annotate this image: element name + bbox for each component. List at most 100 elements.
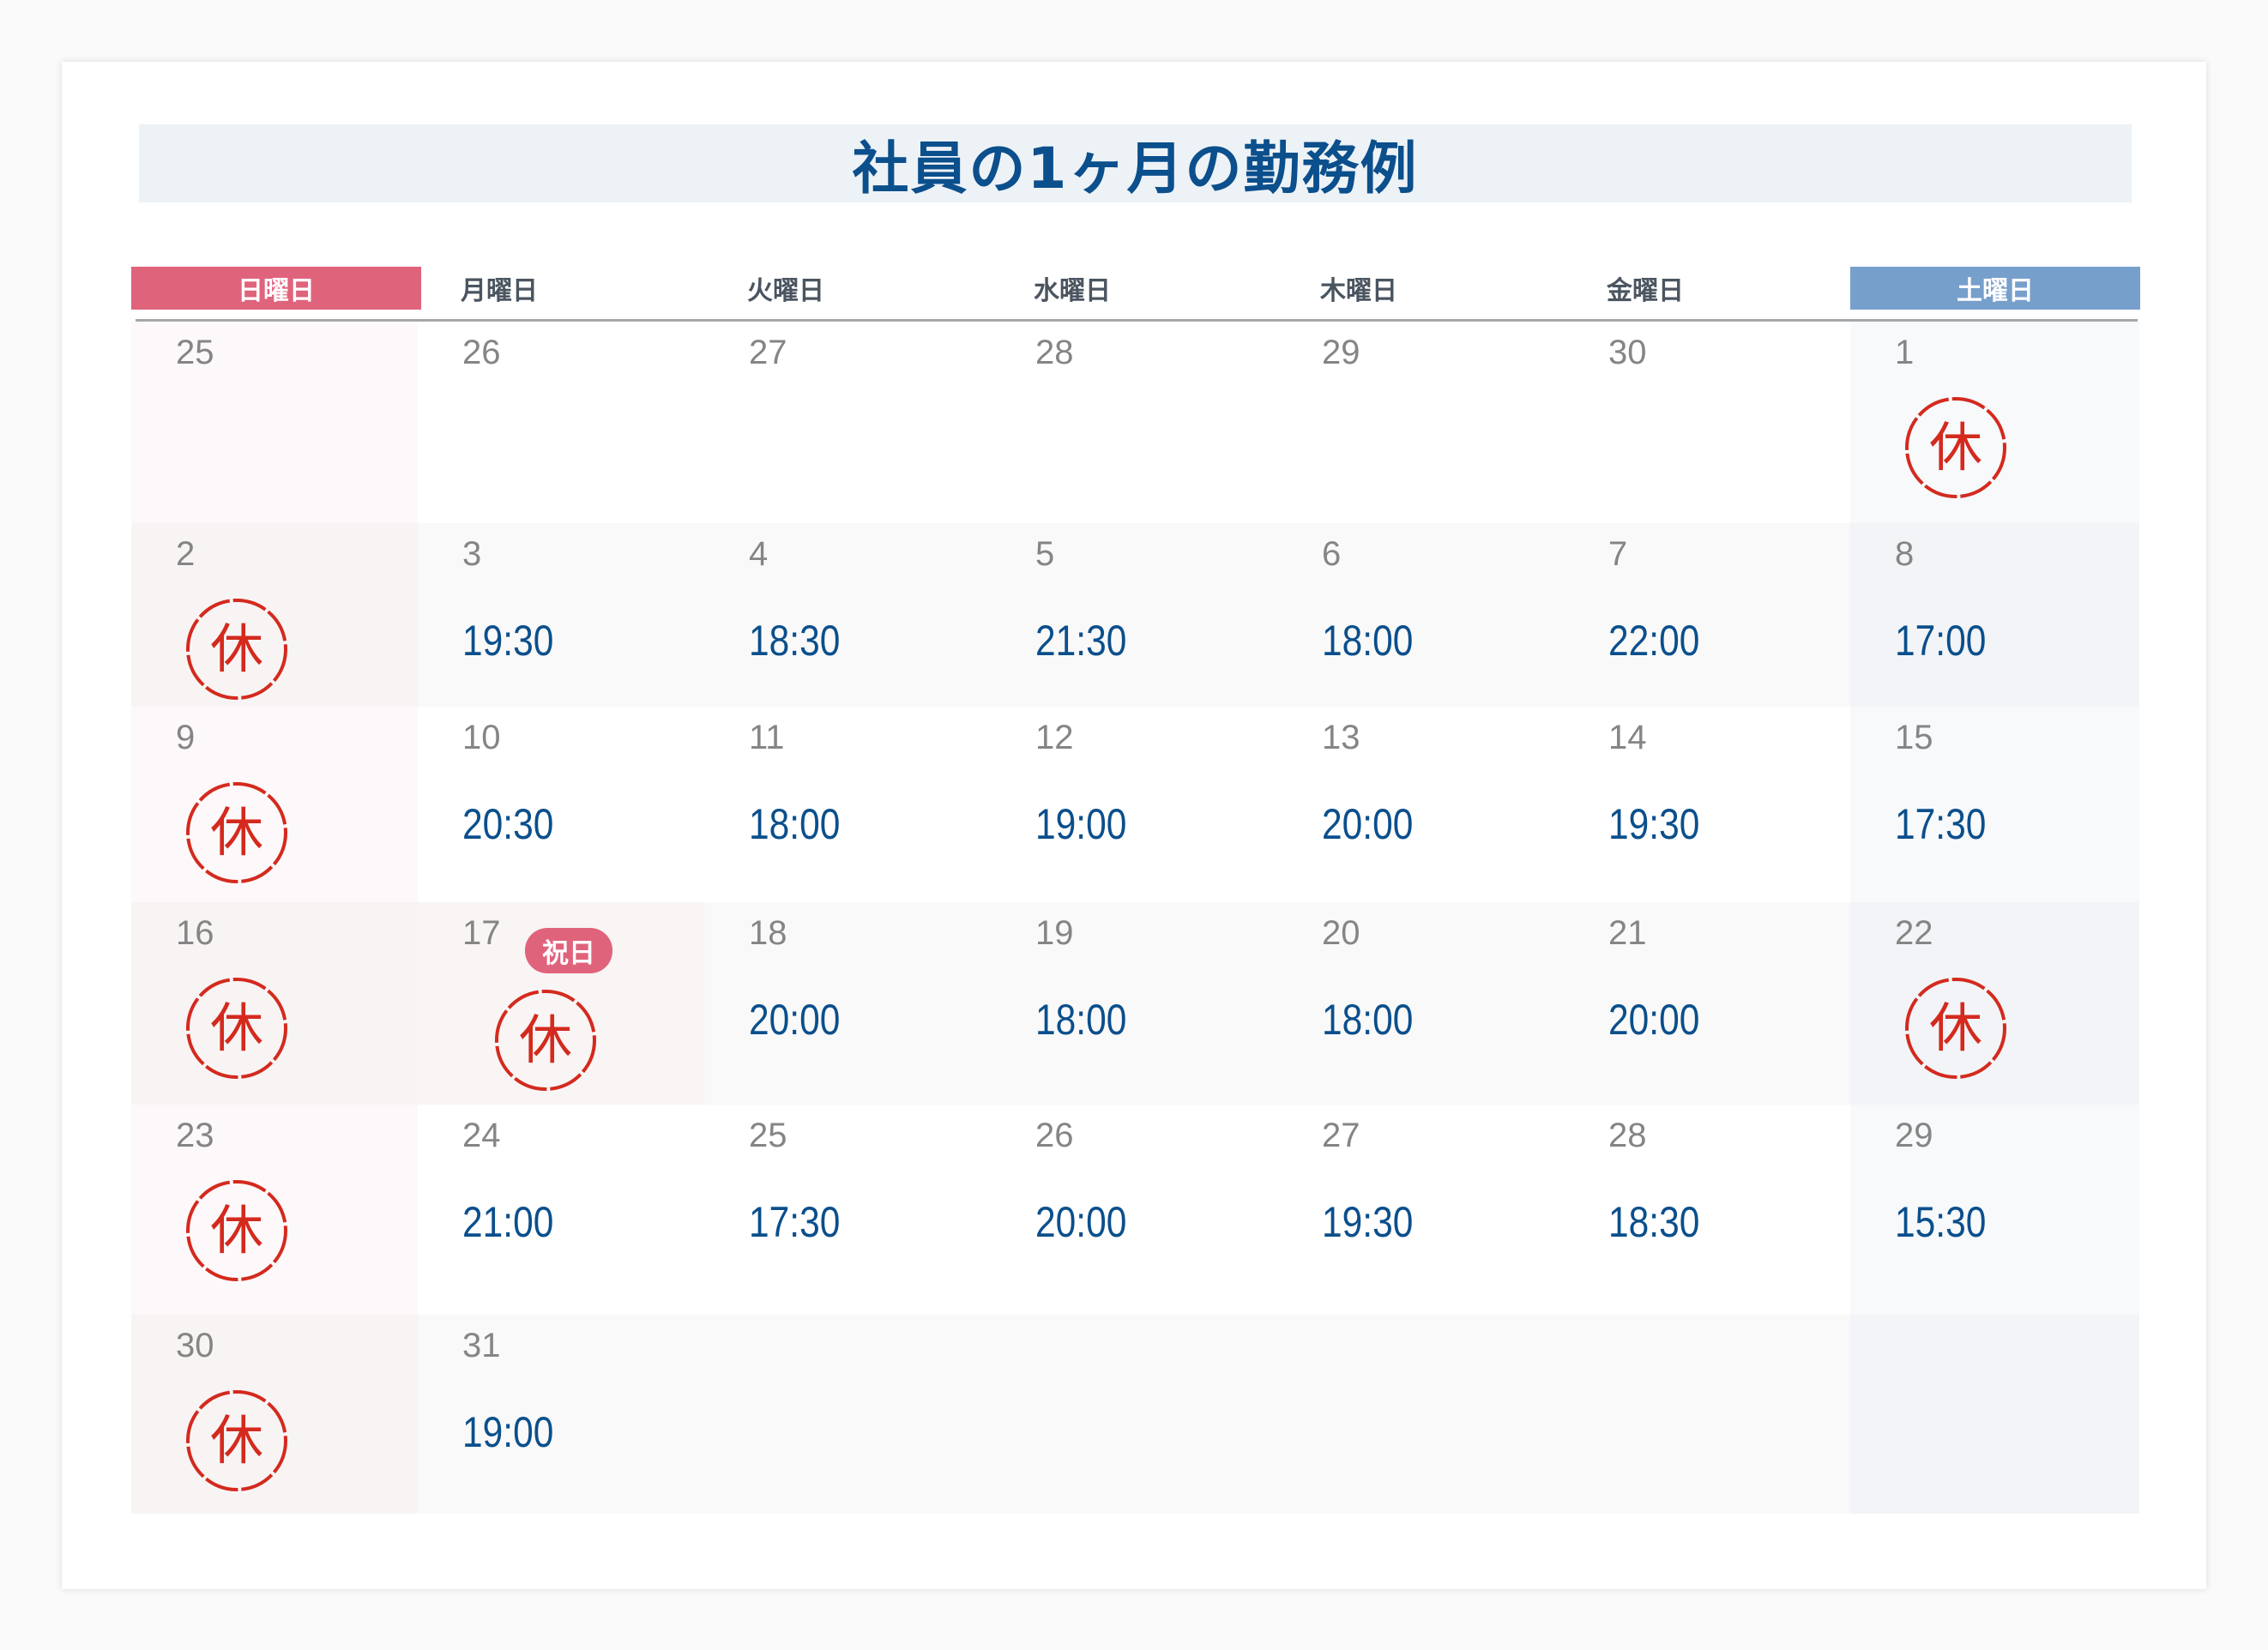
day-number: 11 [749,719,785,756]
calendar-day-cell[interactable]: 19 18:00 [991,902,1280,1105]
day-number: 24 [462,1117,501,1154]
calendar-day-cell[interactable] [1277,1315,1566,1514]
shift-end-time: 19:30 [1608,800,1700,848]
calendar-day-cell[interactable] [991,1315,1280,1514]
calendar-day-cell[interactable]: 13 20:00 [1277,707,1566,902]
day-off-stamp-icon: 休 [1905,978,2006,1079]
day-off-stamp-icon: 休 [186,599,287,700]
calendar-day-cell[interactable]: 27 19:30 [1277,1105,1566,1315]
day-number: 7 [1608,535,1628,573]
day-number: 6 [1322,535,1342,573]
calendar-day-cell[interactable]: 22 休 [1850,902,2139,1105]
svg-text:休: 休 [210,617,263,680]
shift-end-time: 20:00 [749,996,841,1044]
holiday-badge: 祝日 [525,928,612,973]
title-band: 社員の1ヶ月の勤務例 [139,124,2132,202]
day-number: 1 [1895,334,1915,371]
day-off-stamp-icon: 休 [186,1390,287,1491]
calendar-day-cell[interactable] [1850,1315,2139,1514]
calendar-day-cell[interactable]: 23 休 [131,1105,420,1315]
calendar-day-cell[interactable]: 20 18:00 [1277,902,1566,1105]
weekday-label: 土曜日 [1957,276,2034,306]
shift-end-time: 21:30 [1035,617,1127,665]
calendar-day-cell[interactable]: 28 [991,322,1280,523]
day-number: 17 [462,914,501,952]
shift-end-time: 15:30 [1895,1198,1987,1246]
calendar-day-cell[interactable]: 18 20:00 [704,902,993,1105]
day-number: 31 [462,1327,501,1364]
day-number: 9 [176,719,196,756]
calendar-day-cell[interactable]: 16 休 [131,902,420,1105]
weekday-label: 水曜日 [1034,276,1111,306]
shift-end-time: 19:30 [462,617,554,665]
calendar-day-cell[interactable]: 8 17:00 [1850,523,2139,707]
calendar-day-cell[interactable]: 25 17:30 [704,1105,993,1315]
calendar-day-cell[interactable]: 17 祝日休 [418,902,707,1105]
day-number: 12 [1035,719,1074,756]
shift-end-time: 18:00 [1035,996,1127,1044]
calendar-day-cell[interactable]: 31 19:00 [418,1315,707,1514]
shift-end-time: 20:00 [1035,1198,1127,1246]
shift-end-time: 19:30 [1322,1198,1414,1246]
calendar-day-cell[interactable]: 24 21:00 [418,1105,707,1315]
shift-end-time: 18:30 [1608,1198,1700,1246]
weekday-header-tuesday: 火曜日 [704,267,994,310]
svg-text:休: 休 [210,801,263,864]
shift-end-time: 18:30 [749,617,841,665]
calendar-day-cell[interactable]: 15 17:30 [1850,707,2139,902]
calendar-day-cell[interactable]: 4 18:30 [704,523,993,707]
page-title: 社員の1ヶ月の勤務例 [852,135,1419,202]
weekday-header-thursday: 木曜日 [1277,267,1567,310]
day-number: 15 [1895,719,1933,756]
calendar-day-cell[interactable]: 11 18:00 [704,707,993,902]
day-number: 30 [1608,334,1647,371]
calendar-day-cell[interactable]: 25 [131,322,420,523]
calendar-day-cell[interactable]: 27 [704,322,993,523]
calendar-day-cell[interactable]: 30 [1564,322,1853,523]
calendar-day-cell[interactable]: 26 20:00 [991,1105,1280,1315]
day-number: 22 [1895,914,1933,952]
shift-end-time: 20:00 [1608,996,1700,1044]
weekday-label: 月曜日 [461,276,538,306]
shift-end-time: 21:00 [462,1198,554,1246]
weekday-header-wednesday: 水曜日 [991,267,1281,310]
calendar-day-cell[interactable]: 12 19:00 [991,707,1280,902]
weekday-header-sunday: 日曜日 [131,267,421,310]
day-number: 16 [176,914,214,952]
weekday-label: 火曜日 [747,276,824,306]
day-number: 19 [1035,914,1074,952]
day-number: 25 [749,1117,787,1154]
shift-end-time: 20:30 [462,800,554,848]
day-off-stamp-icon: 休 [186,782,287,883]
calendar-day-cell[interactable] [1564,1315,1853,1514]
svg-text:休: 休 [519,1009,572,1071]
weekday-header-monday: 月曜日 [418,267,708,310]
calendar-day-cell[interactable]: 3 19:30 [418,523,707,707]
day-number: 10 [462,719,501,756]
calendar-day-cell[interactable]: 21 20:00 [1564,902,1853,1105]
day-off-stamp-icon: 休 [495,990,596,1091]
calendar-day-cell[interactable]: 26 [418,322,707,523]
calendar-day-cell[interactable]: 7 22:00 [1564,523,1853,707]
day-number: 2 [176,535,196,573]
calendar-day-cell[interactable]: 5 21:30 [991,523,1280,707]
header-divider [136,319,2138,322]
calendar-day-cell[interactable]: 10 20:30 [418,707,707,902]
shift-end-time: 19:00 [1035,800,1127,848]
day-number: 25 [176,334,214,371]
calendar-day-cell[interactable]: 30 休 [131,1315,420,1514]
calendar-day-cell[interactable]: 29 [1277,322,1566,523]
day-number: 13 [1322,719,1360,756]
day-number: 23 [176,1117,214,1154]
svg-text:休: 休 [1929,997,1982,1059]
calendar-day-cell[interactable] [704,1315,993,1514]
calendar-day-cell[interactable]: 28 18:30 [1564,1105,1853,1315]
svg-text:休: 休 [210,997,263,1059]
day-number: 29 [1895,1117,1933,1154]
calendar-day-cell[interactable]: 6 18:00 [1277,523,1566,707]
calendar-day-cell[interactable]: 14 19:30 [1564,707,1853,902]
calendar-day-cell[interactable]: 29 15:30 [1850,1105,2139,1315]
